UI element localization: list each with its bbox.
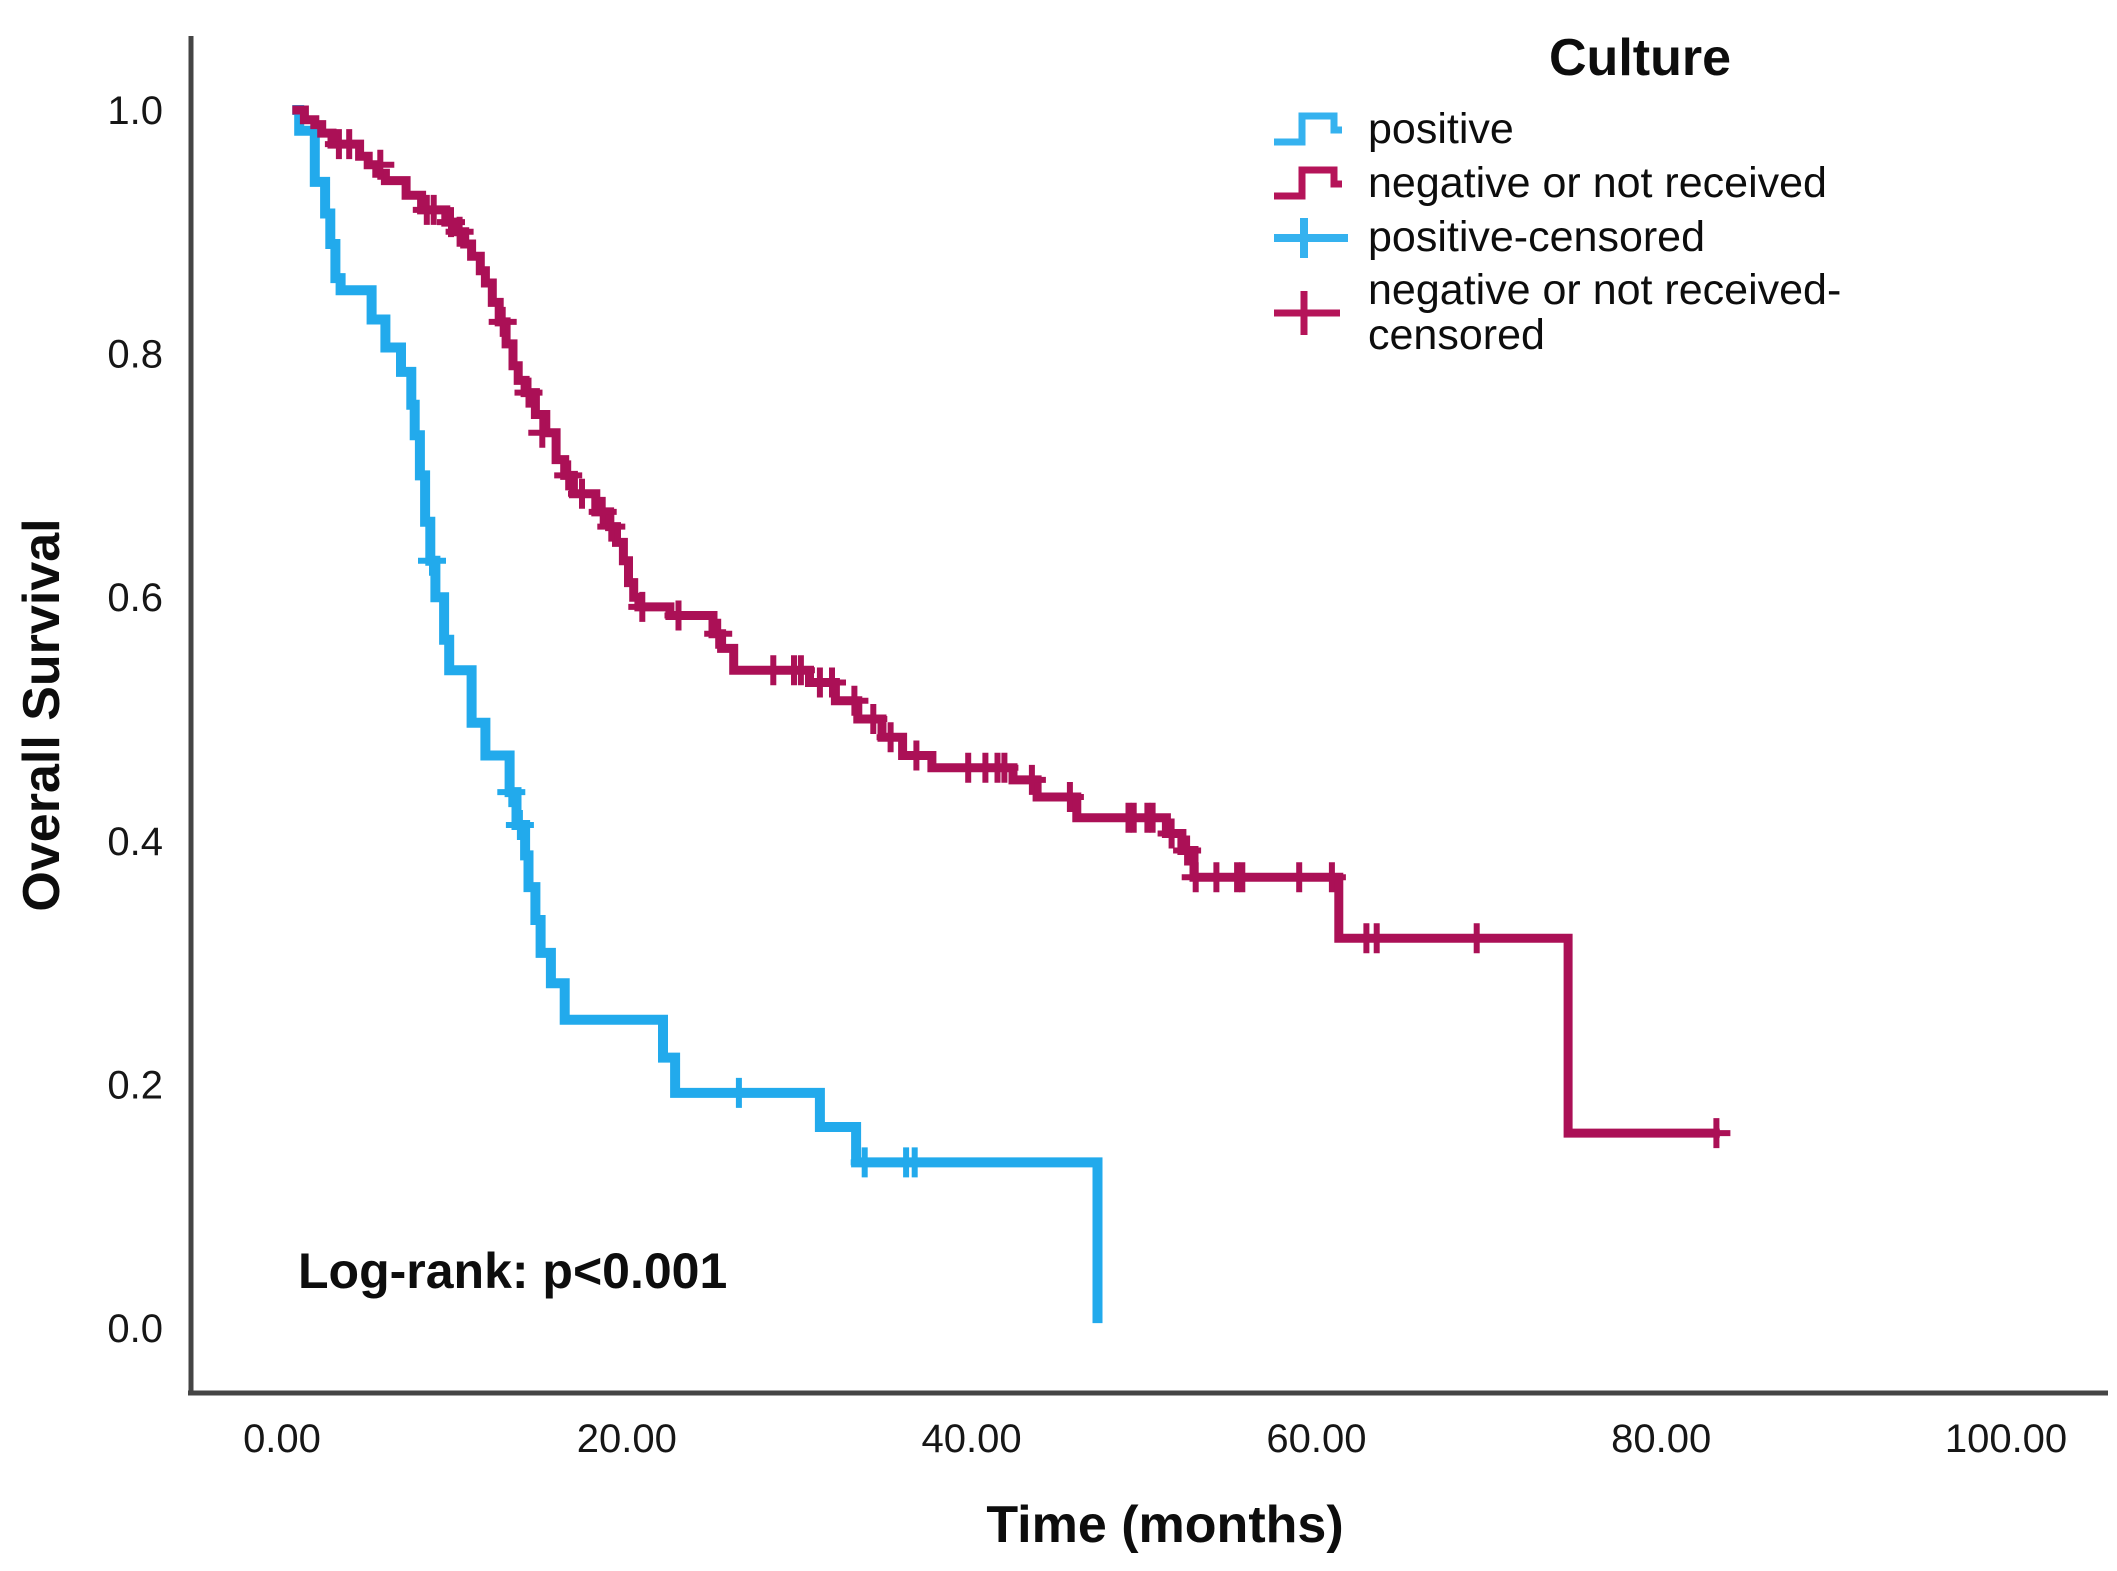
y-tick-label: 1.0 <box>107 89 163 133</box>
censor-mark <box>840 685 869 716</box>
legend-title: Culture <box>1549 29 1731 87</box>
y-tick-label: 0.2 <box>107 1063 163 1107</box>
x-axis-title: Time (months) <box>986 1496 1344 1554</box>
x-tick-label: 0.00 <box>243 1417 321 1461</box>
censor-mark <box>597 511 626 542</box>
censor-mark <box>818 667 846 698</box>
censor-mark <box>1285 862 1314 893</box>
censor-mark <box>628 591 657 622</box>
censor-mark <box>419 194 448 225</box>
y-tick-label: 0.0 <box>107 1307 163 1351</box>
censor-mark <box>1462 923 1491 954</box>
legend-item-label: negative or not received <box>1368 159 1827 208</box>
censor-mark <box>554 460 583 491</box>
censor-mark <box>859 704 888 734</box>
legend-item-positive-censored: positive-censored <box>1270 214 2030 262</box>
logrank-annotation: Log-rank: p<0.001 <box>298 1243 728 1299</box>
censor-mark <box>1362 923 1391 954</box>
y-tick-label: 0.6 <box>107 576 163 620</box>
x-tick-label: 60.00 <box>1266 1417 1366 1461</box>
y-tick-label: 0.4 <box>107 820 163 864</box>
censor-mark <box>514 377 543 408</box>
plus-icon <box>1274 291 1340 336</box>
x-tick-label: 40.00 <box>922 1417 1022 1461</box>
censor-mark <box>497 777 526 808</box>
censor-mark <box>1228 862 1257 893</box>
censor-mark <box>900 1147 929 1178</box>
censor-mark <box>990 752 1019 783</box>
censor-mark <box>366 149 395 180</box>
step-line-icon <box>1274 166 1342 200</box>
censor-mark <box>786 655 815 686</box>
censor-mark <box>1017 764 1046 795</box>
censor-mark <box>488 306 517 337</box>
y-axis-title: Overall Survival <box>13 518 71 912</box>
x-tick-label: 100.00 <box>1945 1417 2067 1461</box>
censor-mark <box>528 417 557 448</box>
x-tick-label: 20.00 <box>577 1417 677 1461</box>
censor-mark <box>664 600 693 631</box>
step-line-icon <box>1274 112 1342 146</box>
x-tick-label: 80.00 <box>1611 1417 1711 1461</box>
legend-item-label: positive-censored <box>1368 213 1706 262</box>
axis-line <box>188 36 2108 1396</box>
censor-mark <box>335 129 364 160</box>
legend-item-label: negative or not received-censored <box>1368 266 1842 360</box>
y-tick-label: 0.8 <box>107 333 163 377</box>
survival-curve-positive <box>292 105 1103 1324</box>
censor-mark <box>445 216 474 247</box>
censor-mark <box>902 740 931 771</box>
censor-mark <box>850 1147 879 1178</box>
legend: Culture positive negative or not receive… <box>1270 28 2030 364</box>
censor-mark <box>1173 835 1202 866</box>
censor-mark <box>418 545 446 576</box>
plus-icon <box>1274 218 1348 258</box>
censor-mark <box>724 1077 753 1108</box>
legend-item-label: positive <box>1368 105 1514 154</box>
censor-mark <box>568 478 596 509</box>
censor-mark <box>1055 782 1084 812</box>
censor-mark <box>1157 818 1186 849</box>
censor-mark <box>704 618 733 649</box>
censor-mark <box>1138 802 1167 833</box>
censor-mark <box>1317 862 1346 893</box>
censor-mark <box>876 722 905 753</box>
censor-mark <box>505 810 534 840</box>
legend-item-positive: positive <box>1270 106 2030 154</box>
legend-item-negative: negative or not received <box>1270 160 2030 208</box>
legend-item-negative-censored: negative or not received-censored <box>1270 266 2030 360</box>
censor-mark <box>1702 1118 1731 1149</box>
